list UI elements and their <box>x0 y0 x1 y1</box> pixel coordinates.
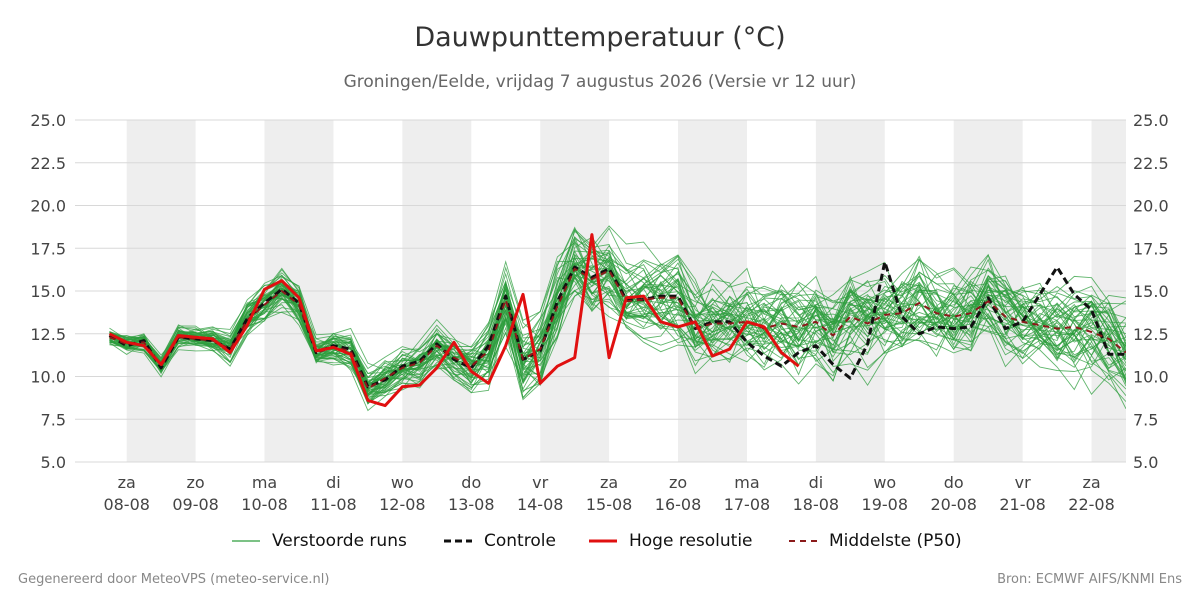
x-tick-day: do <box>944 473 964 492</box>
median-line <box>109 267 1126 390</box>
legend-item-ensemble: Verstoorde runs <box>232 528 407 554</box>
legend-swatch-median <box>789 540 817 542</box>
y-tick-label: 15.0 <box>1133 282 1169 301</box>
legend-item-high-res: Hoge resolutie <box>589 528 753 554</box>
y-tick-label: 25.0 <box>30 111 66 130</box>
chart-title: Dauwpunttemperatuur (°C) <box>414 22 786 53</box>
ensemble-run-line <box>109 269 1126 396</box>
main-lines <box>108 233 1126 408</box>
x-tick-date: 12-08 <box>379 495 426 514</box>
y-tick-label: 17.5 <box>1133 239 1169 258</box>
y-tick-label: 17.5 <box>30 239 66 258</box>
y-tick-label: 5.0 <box>41 453 66 472</box>
x-tick-day: vr <box>532 473 548 492</box>
ensemble-run-line <box>109 262 1126 391</box>
x-tick-date: 09-08 <box>172 495 219 514</box>
x-tick-date: 22-08 <box>1068 495 1115 514</box>
y-tick-label: 10.0 <box>30 368 66 387</box>
chart-subtitle: Groningen/Eelde, vrijdag 7 augustus 2026… <box>343 72 857 92</box>
x-tick-date: 17-08 <box>724 495 771 514</box>
x-tick-date: 10-08 <box>241 495 288 514</box>
legend: Verstoorde runs Controle Hoge resolutie … <box>0 528 1200 554</box>
x-tick-date: 18-08 <box>793 495 840 514</box>
x-tick-day: vr <box>1015 473 1031 492</box>
y-tick-label: 20.0 <box>30 197 66 216</box>
y-tick-label: 20.0 <box>1133 197 1169 216</box>
high-res-line <box>108 233 800 408</box>
x-tick-day: zo <box>187 473 205 492</box>
legend-label: Controle <box>484 531 556 551</box>
ensemble-run-line <box>109 226 1126 387</box>
x-tick-date: 11-08 <box>310 495 357 514</box>
x-tick-day: za <box>600 473 618 492</box>
y-tick-label: 22.5 <box>1133 154 1169 173</box>
x-tick-day: za <box>118 473 136 492</box>
legend-label: Middelste (P50) <box>829 531 962 551</box>
x-tick-date: 15-08 <box>586 495 633 514</box>
y-tick-label: 25.0 <box>1133 111 1169 130</box>
x-tick-day: za <box>1082 473 1100 492</box>
y-tick-label: 15.0 <box>30 282 66 301</box>
ensemble-run-line <box>109 253 1126 394</box>
ensemble-run-line <box>109 254 1126 391</box>
y-tick-label: 10.0 <box>1133 368 1169 387</box>
legend-label: Verstoorde runs <box>272 531 407 551</box>
y-tick-label: 7.5 <box>1133 410 1158 429</box>
x-tick-date: 21-08 <box>999 495 1046 514</box>
x-tick-day: wo <box>873 473 896 492</box>
x-tick-date: 13-08 <box>448 495 495 514</box>
x-tick-date: 14-08 <box>517 495 564 514</box>
x-tick-day: ma <box>734 473 759 492</box>
x-tick-date: 08-08 <box>103 495 150 514</box>
x-tick-day: do <box>461 473 481 492</box>
y-tick-label: 7.5 <box>41 410 66 429</box>
x-axis: za 08-08 zo 09-08 ma 10-08 di 11-08 wo 12-08 do 13-… <box>103 473 1114 514</box>
x-tick-day: ma <box>252 473 277 492</box>
x-tick-date: 19-08 <box>862 495 909 514</box>
legend-swatch-control <box>444 539 472 543</box>
footer-source: Bron: ECMWF AIFS/KNMI Ens <box>997 572 1182 587</box>
x-tick-day: di <box>326 473 341 492</box>
x-tick-day: zo <box>669 473 687 492</box>
y-tick-label: 12.5 <box>1133 325 1169 344</box>
x-tick-date: 20-08 <box>930 495 977 514</box>
y-axis-left: 5.0 7.5 10.0 12.5 15.0 17.5 20.0 22.5 25.0 <box>30 111 66 472</box>
y-tick-label: 22.5 <box>30 154 66 173</box>
legend-item-control: Controle <box>444 528 556 554</box>
y-tick-label: 12.5 <box>30 325 66 344</box>
x-tick-date: 16-08 <box>655 495 702 514</box>
footer-generator: Gegenereerd door MeteoVPS (meteo-service… <box>18 572 330 587</box>
y-axis-right: 5.0 7.5 10.0 12.5 15.0 17.5 20.0 22.5 25.0 <box>1133 111 1169 472</box>
x-tick-day: wo <box>391 473 414 492</box>
legend-item-median: Middelste (P50) <box>789 528 962 554</box>
y-tick-label: 5.0 <box>1133 453 1158 472</box>
ensemble-run-line <box>109 256 1126 386</box>
legend-swatch-high-res <box>589 539 617 543</box>
legend-label: Hoge resolutie <box>629 531 753 551</box>
ensemble-run-line <box>109 239 1126 403</box>
ensemble-run-line <box>109 230 1126 395</box>
legend-swatch-ensemble <box>232 540 260 542</box>
x-tick-day: di <box>809 473 824 492</box>
